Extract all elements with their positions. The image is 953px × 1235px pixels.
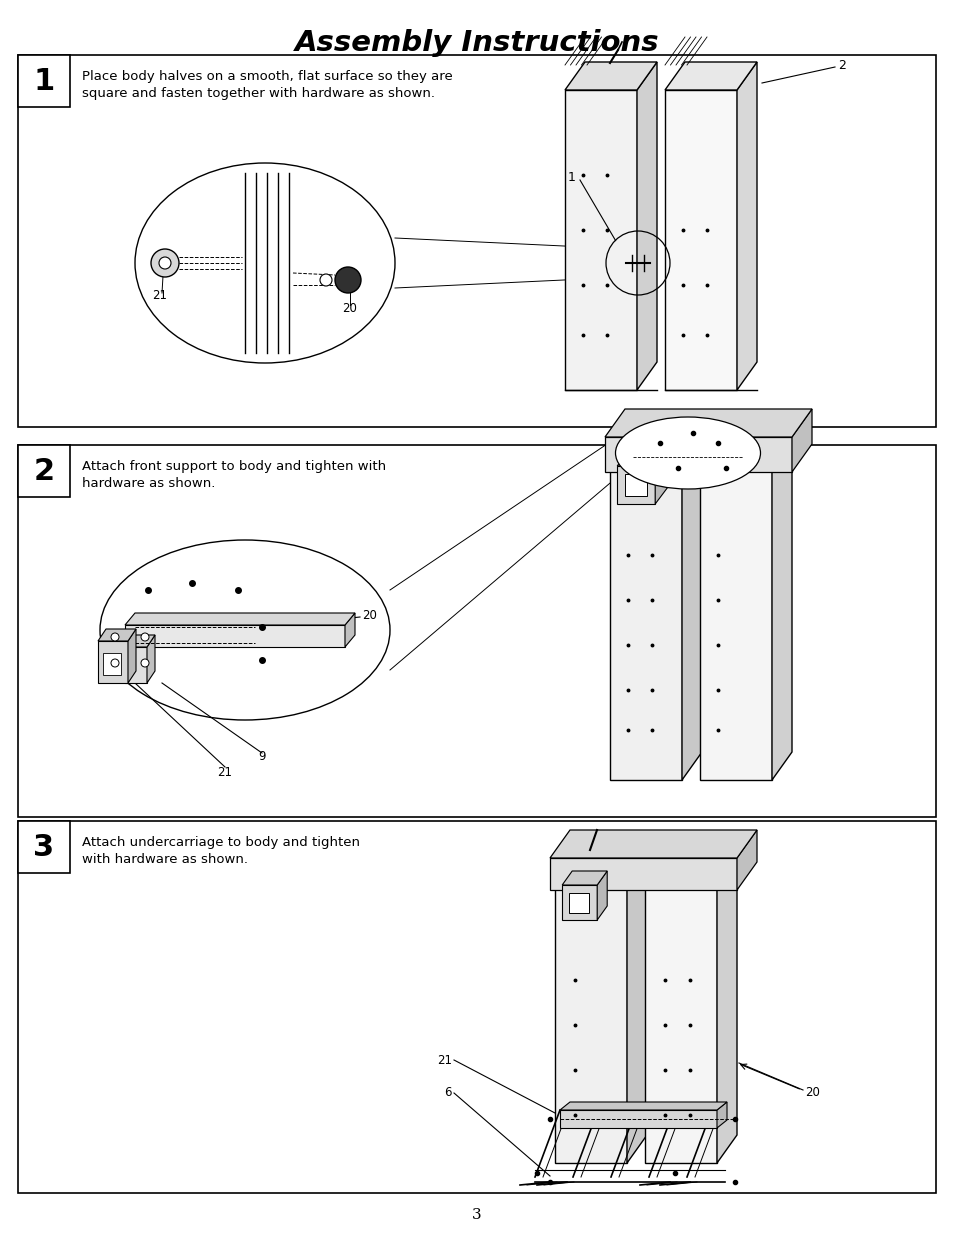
Bar [624,474,646,496]
Ellipse shape [100,540,390,720]
Circle shape [141,634,149,641]
Bar [609,459,681,781]
Bar [550,858,737,890]
Polygon shape [550,830,757,858]
Text: Assembly Instructions: Assembly Instructions [294,28,659,57]
Bar [664,90,737,390]
Text: 21: 21 [152,289,167,301]
Polygon shape [626,850,646,1163]
Bar [98,641,128,683]
Bar [103,653,121,676]
Text: 3: 3 [472,1208,481,1221]
Text: 21: 21 [436,1053,452,1067]
Bar [18,56,935,427]
Polygon shape [737,62,757,390]
Bar [18,445,935,818]
Polygon shape [604,409,811,437]
Circle shape [335,267,360,293]
Polygon shape [791,409,811,472]
Circle shape [111,659,119,667]
Text: 1: 1 [33,67,54,95]
Polygon shape [128,629,136,683]
Circle shape [111,634,119,641]
Text: 9: 9 [258,751,266,763]
Bar [18,821,935,1193]
Polygon shape [700,432,791,459]
Polygon shape [98,629,136,641]
Circle shape [159,257,171,269]
Polygon shape [717,1102,726,1128]
Circle shape [319,274,332,287]
Text: 6: 6 [444,1087,452,1099]
Polygon shape [564,62,657,90]
Bar [564,90,637,390]
Polygon shape [737,830,757,890]
Text: 21: 21 [217,767,233,779]
Polygon shape [655,450,666,504]
Bar [604,437,791,472]
Bar [569,893,589,913]
Text: 2: 2 [33,457,54,485]
Text: 20: 20 [361,609,376,621]
Text: 1: 1 [567,170,576,184]
Circle shape [141,659,149,667]
Polygon shape [644,850,737,878]
Polygon shape [125,635,154,647]
Polygon shape [559,1102,726,1110]
Text: Attach front support to body and tighten with
hardware as shown.: Attach front support to body and tighten… [82,459,386,490]
Text: 3: 3 [33,832,54,862]
Polygon shape [617,450,666,466]
Ellipse shape [135,163,395,363]
Text: Place body halves on a smooth, flat surface so they are
square and fasten togeth: Place body halves on a smooth, flat surf… [82,70,453,100]
Polygon shape [637,62,657,390]
Polygon shape [555,850,646,878]
Bar [125,625,345,647]
Bar [125,647,147,683]
Bar [617,466,655,504]
Bar [18,56,70,107]
Text: 20: 20 [341,301,356,315]
Text: 2: 2 [837,58,845,72]
Polygon shape [147,635,154,683]
Bar [644,878,717,1163]
Bar [700,459,771,781]
Polygon shape [664,62,757,90]
Bar [18,821,70,873]
Polygon shape [771,432,791,781]
Polygon shape [717,850,737,1163]
Text: Attach undercarriage to body and tighten
with hardware as shown.: Attach undercarriage to body and tighten… [82,836,359,866]
Polygon shape [561,871,606,885]
Bar [561,885,597,920]
Bar [559,1110,717,1128]
Circle shape [151,249,179,277]
Polygon shape [681,432,701,781]
Polygon shape [609,432,701,459]
Polygon shape [345,613,355,647]
Ellipse shape [615,417,760,489]
Text: 20: 20 [804,1087,819,1099]
Bar [18,445,70,496]
Bar [555,878,626,1163]
Polygon shape [125,613,355,625]
Polygon shape [597,871,606,920]
